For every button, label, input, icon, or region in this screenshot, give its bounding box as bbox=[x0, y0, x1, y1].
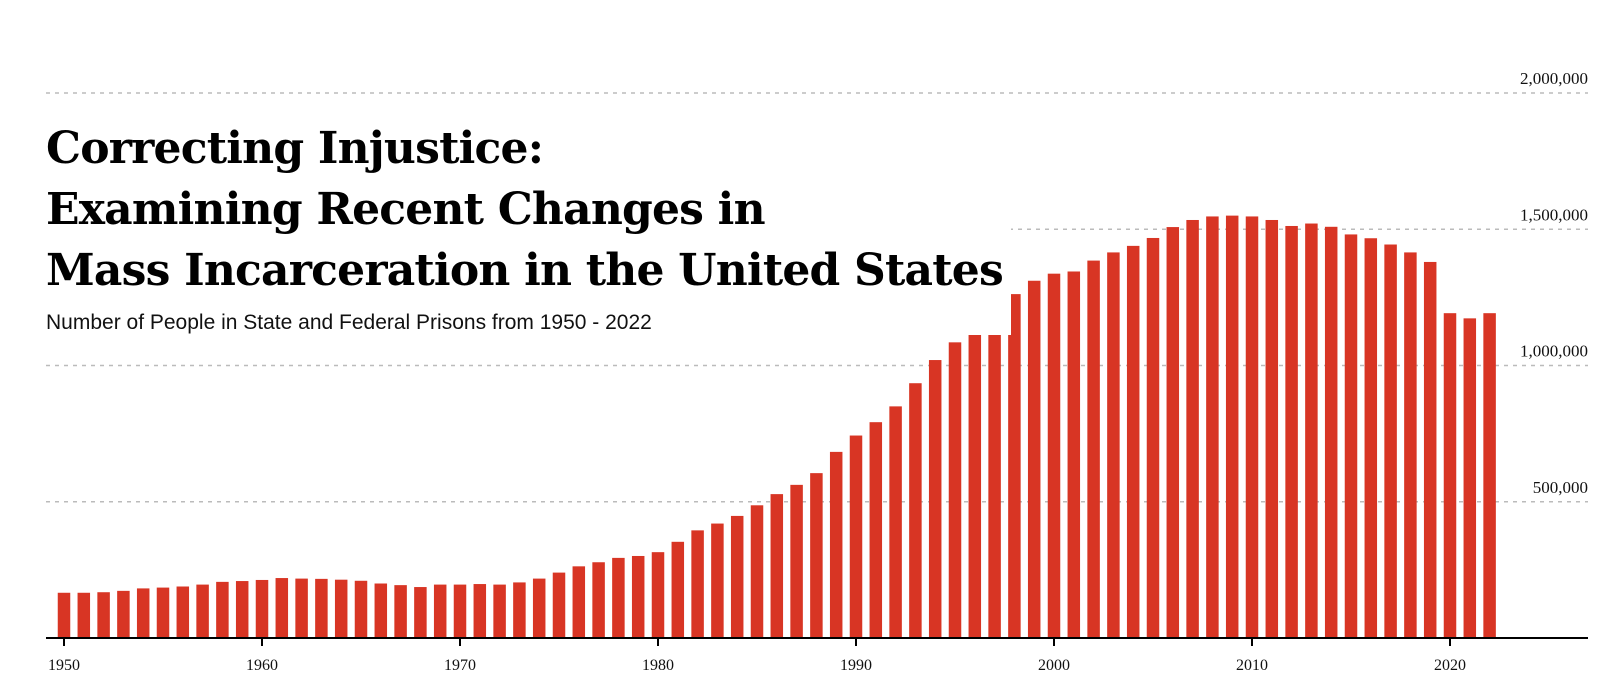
chart-header: Correcting Injustice: Examining Recent C… bbox=[46, 118, 1011, 335]
bar bbox=[750, 505, 764, 638]
bar bbox=[453, 584, 467, 638]
bar bbox=[988, 312, 1001, 638]
bar bbox=[869, 422, 883, 638]
bar bbox=[1483, 313, 1496, 638]
y-tick-label: 500,000 bbox=[1533, 478, 1588, 497]
x-tick-label: 1960 bbox=[246, 657, 278, 674]
chart-title-line-1: Correcting Injustice: bbox=[46, 123, 544, 174]
bar bbox=[235, 581, 249, 638]
bar bbox=[968, 327, 982, 638]
bar bbox=[1265, 219, 1279, 639]
bar bbox=[810, 473, 823, 638]
bar bbox=[532, 578, 546, 638]
bar bbox=[889, 406, 902, 638]
bar bbox=[711, 523, 724, 638]
y-tick-labels: 500,000 1,000,000 1,500,000 2,000,000 bbox=[1520, 69, 1588, 497]
bar bbox=[1146, 237, 1160, 638]
bar bbox=[1107, 252, 1120, 638]
bar bbox=[829, 451, 843, 638]
bar bbox=[730, 515, 744, 638]
bar bbox=[1384, 244, 1397, 638]
bar bbox=[97, 592, 110, 638]
bar bbox=[790, 484, 803, 638]
bar bbox=[493, 584, 506, 638]
bar bbox=[612, 557, 625, 638]
bar bbox=[513, 582, 526, 638]
bar bbox=[275, 578, 289, 638]
bar bbox=[928, 360, 942, 638]
x-tick-label: 2010 bbox=[1236, 657, 1268, 674]
bar bbox=[334, 579, 348, 638]
bar bbox=[354, 580, 368, 638]
bar bbox=[1344, 234, 1358, 639]
chart-title-line-3: Mass Incarceration in the United States bbox=[46, 245, 1004, 296]
bar bbox=[1245, 216, 1259, 638]
bar bbox=[1404, 252, 1417, 638]
bar bbox=[1067, 271, 1081, 638]
chart-subtitle: Number of People in State and Federal Pr… bbox=[46, 311, 652, 334]
bar bbox=[1443, 313, 1457, 638]
bar bbox=[433, 584, 447, 638]
bar bbox=[136, 588, 150, 638]
bar bbox=[1047, 273, 1061, 638]
x-tick-label: 1950 bbox=[48, 657, 80, 674]
bar bbox=[255, 579, 269, 638]
x-axis bbox=[46, 637, 1588, 646]
bar bbox=[1423, 261, 1437, 638]
bar bbox=[216, 581, 229, 638]
x-tick-label: 1980 bbox=[642, 657, 674, 674]
bar bbox=[473, 584, 487, 638]
bar bbox=[1186, 219, 1199, 639]
bar bbox=[1364, 238, 1378, 638]
bar bbox=[552, 572, 566, 638]
bar bbox=[414, 587, 427, 638]
bar bbox=[1027, 280, 1041, 638]
bar bbox=[1206, 216, 1219, 638]
bar bbox=[572, 566, 586, 638]
chart-title-line-2: Examining Recent Changes in bbox=[46, 184, 766, 235]
bar bbox=[1126, 245, 1140, 638]
bar bbox=[1225, 215, 1239, 638]
bar bbox=[196, 584, 209, 638]
bar bbox=[1166, 227, 1180, 638]
bar bbox=[176, 586, 190, 638]
y-tick-label: 1,000,000 bbox=[1520, 342, 1588, 361]
x-tick-label: 2020 bbox=[1434, 657, 1466, 674]
bars bbox=[57, 215, 1496, 639]
x-tick-label: 1990 bbox=[840, 657, 872, 674]
y-tick-label: 1,500,000 bbox=[1520, 205, 1588, 224]
bar bbox=[57, 592, 71, 638]
bar bbox=[948, 342, 962, 638]
bar bbox=[651, 552, 665, 638]
bar bbox=[1008, 294, 1021, 638]
bar bbox=[631, 555, 645, 638]
bar bbox=[1087, 260, 1100, 638]
bar bbox=[770, 494, 784, 638]
bar bbox=[592, 562, 605, 638]
bar bbox=[1324, 226, 1338, 639]
x-tick-label: 1970 bbox=[444, 657, 476, 674]
bar bbox=[1285, 225, 1298, 639]
bar bbox=[117, 590, 130, 638]
bar bbox=[156, 587, 170, 638]
bar bbox=[315, 578, 328, 638]
bar bbox=[909, 383, 922, 638]
x-tick-labels: 1950 1960 1970 1980 1990 2000 2010 2020 bbox=[48, 657, 1466, 674]
bar bbox=[77, 592, 91, 638]
bar bbox=[394, 585, 407, 638]
bar bbox=[1305, 223, 1318, 638]
bar bbox=[374, 583, 388, 638]
bar bbox=[1463, 318, 1477, 638]
bar bbox=[691, 530, 704, 638]
y-tick-label: 2,000,000 bbox=[1520, 69, 1588, 88]
bar bbox=[849, 435, 863, 638]
x-tick-label: 2000 bbox=[1038, 657, 1070, 674]
bar bbox=[671, 541, 685, 638]
bar bbox=[295, 578, 308, 638]
